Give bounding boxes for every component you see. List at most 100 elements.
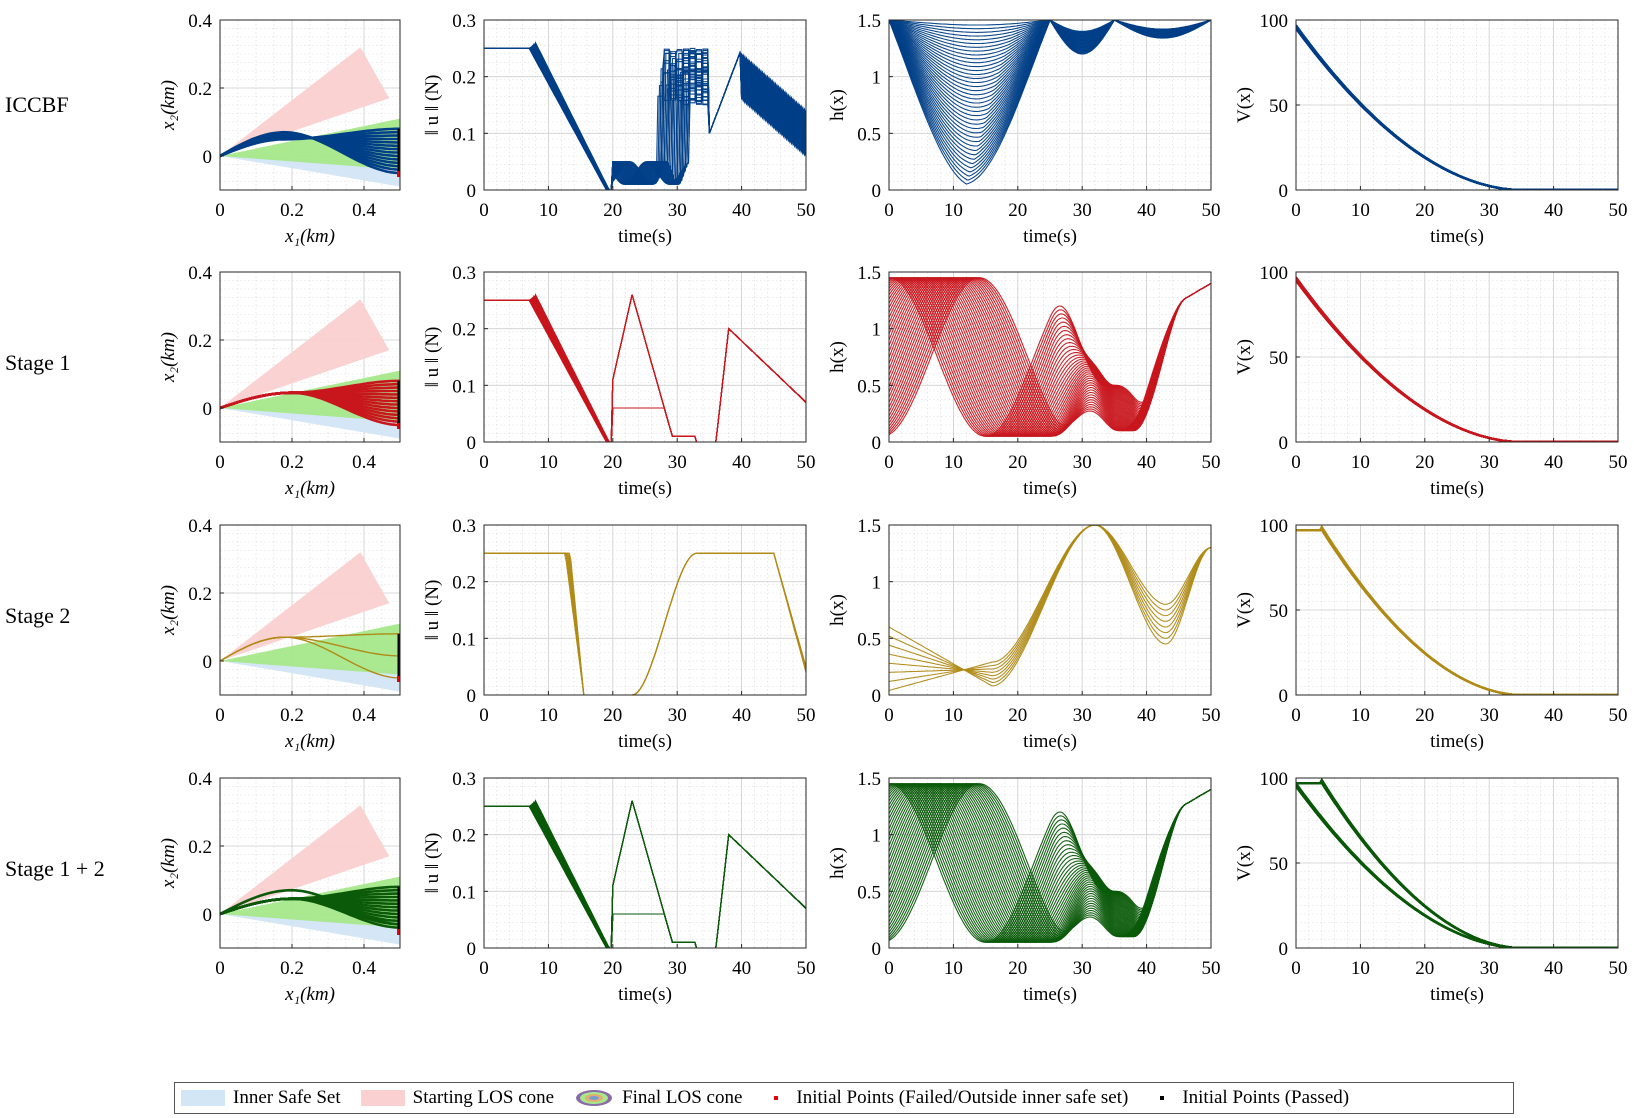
x-axis-label: time(s) [1430, 478, 1484, 499]
series-line [1296, 25, 1618, 190]
panel-iccbf-lyapunov: 0 10 20 30 40 50 0 50 100 time(s) V(x) [1234, 11, 1628, 247]
x-tick-label: 10 [1351, 452, 1370, 473]
series-line [1296, 279, 1618, 442]
panel-stage1-trajectory: 0 0.2 0.4 0 0.2 0.4 x₁(km) x₂(km) [158, 263, 401, 499]
series-line [1296, 279, 1618, 442]
series-line [484, 298, 806, 442]
x-tick-label: 30 [1073, 452, 1092, 473]
y-tick-label: 0 [1279, 939, 1289, 960]
series-line [484, 294, 806, 442]
x-tick-label: 20 [1415, 200, 1434, 221]
series-line [484, 294, 806, 442]
x-tick-label: 20 [1008, 958, 1027, 979]
series-line [1296, 25, 1618, 190]
series-line [1296, 781, 1618, 948]
y-tick-label: 1 [872, 826, 882, 847]
series-line [1296, 783, 1618, 948]
starting-los-cone-area [220, 47, 390, 157]
series-line [484, 800, 806, 948]
x-axis-label: x₁(km) [284, 478, 335, 499]
initial-point-failed [397, 929, 400, 935]
series-line [1296, 278, 1618, 442]
x-tick-label: 10 [539, 958, 558, 979]
series-line [484, 800, 806, 948]
trajectory-line [220, 379, 400, 410]
panel-stage2-lyapunov: 0 10 20 30 40 50 0 50 100 time(s) V(x) [1234, 516, 1628, 752]
x-axis-label: time(s) [1023, 984, 1077, 1005]
initial-point-failed [397, 423, 400, 429]
y-tick-label: 0 [872, 939, 882, 960]
series-line [1296, 778, 1618, 948]
x-tick-label: 50 [1609, 705, 1628, 726]
x-tick-label: 50 [1202, 452, 1221, 473]
initial-point-failed [397, 171, 400, 177]
panel-stage1-cbf: 0 10 20 30 40 50 0 0.5 1 1.5 time(s) h(x) [827, 263, 1221, 499]
x-tick-label: 40 [1544, 705, 1563, 726]
series-line [1296, 25, 1618, 190]
series-line [1296, 278, 1618, 442]
x-tick-label: 10 [944, 958, 963, 979]
plot-area [484, 41, 806, 190]
panel-stage12-cbf: 0 10 20 30 40 50 0 0.5 1 1.5 time(s) h(x) [827, 769, 1221, 1005]
y-tick-label: 0 [467, 686, 477, 707]
y-tick-label: 0.3 [452, 769, 476, 790]
y-axis-label: V(x) [1234, 845, 1255, 881]
series-line [889, 525, 1211, 687]
x-axis-label: x₁(km) [284, 984, 335, 1005]
series-line [1296, 779, 1618, 948]
series-line [1296, 279, 1618, 442]
x-tick-label: 0 [215, 705, 225, 726]
series-line [484, 294, 806, 442]
series-line [484, 294, 806, 442]
x-tick-label: 40 [1137, 200, 1156, 221]
x-tick-label: 40 [1137, 958, 1156, 979]
series-line [1296, 782, 1618, 948]
x-tick-label: 10 [1351, 958, 1370, 979]
x-tick-label: 0 [479, 958, 489, 979]
y-tick-label: 1.5 [857, 263, 881, 284]
plot-area [1296, 276, 1618, 442]
series-line [1296, 276, 1618, 442]
y-tick-label: 50 [1269, 854, 1288, 875]
x-tick-label: 0 [884, 200, 894, 221]
series-line [484, 803, 806, 948]
x-tick-label: 0.2 [280, 200, 304, 221]
y-tick-label: 0 [203, 399, 213, 420]
series-line [1296, 778, 1618, 948]
series-line [1296, 784, 1618, 948]
x-tick-label: 10 [539, 452, 558, 473]
y-axis-label: h(x) [827, 341, 848, 373]
legend-initial-passed: Initial Points (Passed) [1148, 1087, 1349, 1109]
x-tick-label: 50 [1609, 200, 1628, 221]
x-axis-label: time(s) [1430, 226, 1484, 247]
series-line [484, 296, 806, 442]
series-line [484, 297, 806, 442]
series-line [484, 295, 806, 442]
series-line [1296, 277, 1618, 442]
panel-iccbf-trajectory: 0 0.2 0.4 0 0.2 0.4 x₁(km) x₂(km) [158, 11, 401, 247]
series-line [484, 800, 806, 948]
panel-stage2-control: 0 10 20 30 40 50 0 0.1 0.2 0.3 time(s) ‖ u ‖ (N) [422, 516, 816, 752]
series-line [1296, 278, 1618, 442]
series-line [889, 525, 1211, 680]
series-line [484, 294, 806, 442]
series-line [484, 552, 806, 695]
series-line [1296, 279, 1618, 442]
y-axis-label: V(x) [1234, 592, 1255, 628]
y-axis-label: h(x) [827, 847, 848, 879]
series-line [484, 800, 806, 948]
series-line [1296, 24, 1618, 190]
series-line [484, 799, 806, 948]
y-tick-label: 0 [1279, 181, 1289, 202]
series-line [1296, 26, 1618, 190]
panel-stage12-trajectory: 0 0.2 0.4 0 0.2 0.4 x₁(km) x₂(km) [158, 769, 401, 1005]
x-tick-label: 30 [1480, 200, 1499, 221]
series-line [484, 299, 806, 442]
x-tick-label: 20 [1008, 452, 1027, 473]
series-line [1296, 778, 1618, 948]
x-tick-label: 20 [603, 452, 622, 473]
x-axis-label: time(s) [1430, 984, 1484, 1005]
series-line [484, 799, 806, 948]
series-line [1296, 27, 1618, 190]
series-line [484, 299, 806, 442]
